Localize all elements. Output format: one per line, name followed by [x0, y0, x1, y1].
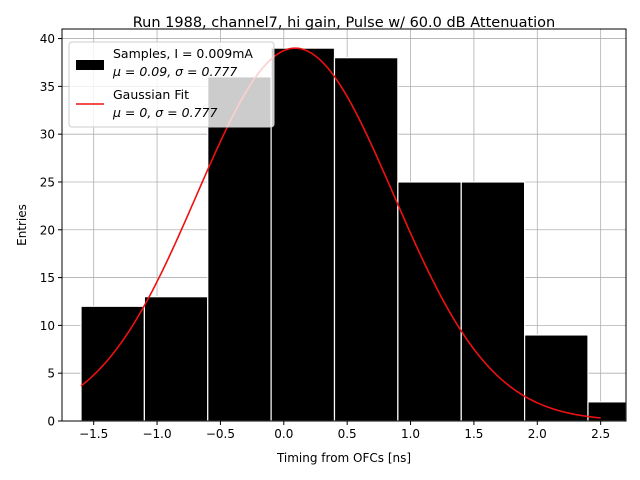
y-tick-label: 30: [40, 128, 55, 142]
y-tick-label: 15: [40, 271, 55, 285]
gaussian-fit-line: [80, 47, 601, 419]
x-tick-label: 1.5: [464, 427, 483, 441]
legend-box: [68, 41, 275, 128]
plot-frame: [61, 28, 627, 422]
y-tick-label: 0: [47, 415, 55, 429]
x-tick-label: −1.5: [79, 427, 108, 441]
histogram-bar: [397, 181, 462, 422]
chart-title: Run 1988, channel7, hi gain, Pulse w/ 60…: [133, 15, 556, 31]
x-tick-label: 2.0: [528, 427, 547, 441]
x-axis-label: Timing from OFCs [ns]: [276, 451, 411, 465]
x-tick-label: −1.0: [142, 427, 171, 441]
legend-label-fit-stats: μ = 0, σ = 0.777: [112, 105, 217, 120]
legend-label-fit: Gaussian Fit: [113, 87, 189, 102]
x-tick-label: 1.0: [401, 427, 420, 441]
histogram-bar: [207, 76, 272, 422]
x-tick-label: 0.5: [338, 427, 357, 441]
legend-label-samples-stats: μ = 0.09, σ = 0.777: [112, 64, 237, 79]
y-axis-ticks: 0 5 10 15 20 25 30 35 40: [40, 32, 62, 429]
x-axis-ticks: −1.5 −1.0 −0.5 0.0 0.5 1.0 1.5 2.0 2.5: [79, 421, 610, 441]
histogram-bar: [524, 334, 589, 422]
y-tick-label: 5: [47, 367, 55, 381]
y-tick-label: 10: [40, 319, 55, 333]
histogram-bar: [80, 305, 145, 422]
legend-label-samples: Samples, I = 0.009mA: [113, 46, 253, 61]
x-tick-label: 2.5: [591, 427, 610, 441]
x-tick-label: 0.0: [274, 427, 293, 441]
y-tick-label: 40: [40, 32, 55, 46]
legend: Samples, I = 0.009mA μ = 0.09, σ = 0.777…: [68, 41, 275, 128]
legend-swatch-samples: [76, 60, 104, 70]
x-tick-label: −0.5: [206, 427, 235, 441]
histogram-bars: [80, 47, 627, 422]
histogram-bar: [460, 181, 526, 422]
y-tick-label: 20: [40, 223, 55, 237]
histogram-bar: [333, 57, 399, 422]
histogram-bar: [587, 401, 627, 422]
histogram-bar: [143, 296, 209, 422]
y-tick-label: 35: [40, 80, 55, 94]
histogram-bar: [270, 47, 336, 422]
y-axis-label: Entries: [15, 204, 29, 246]
y-tick-label: 25: [40, 175, 55, 189]
